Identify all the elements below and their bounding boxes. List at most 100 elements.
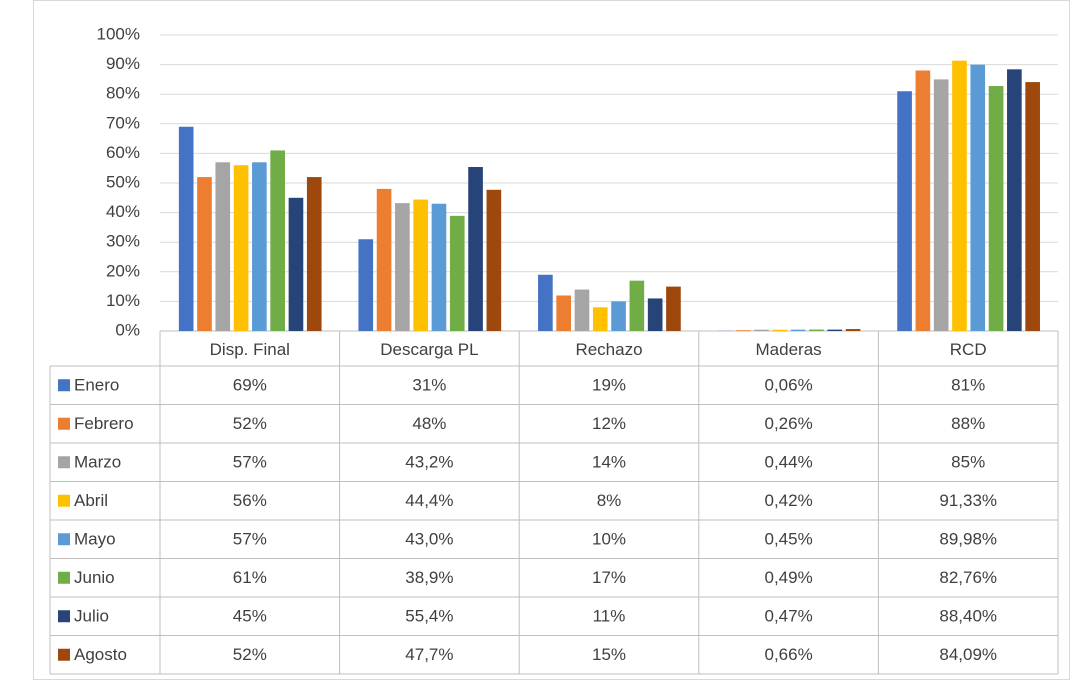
y-tick-label: 20% (106, 261, 140, 280)
legend-label: Mayo (74, 530, 116, 549)
bar (629, 280, 645, 331)
bar (376, 188, 392, 331)
table-cell: 15% (592, 645, 626, 664)
table-cell: 0,66% (764, 645, 812, 664)
table-cell: 14% (592, 453, 626, 472)
table-cell: 81% (951, 376, 985, 395)
bar (827, 329, 843, 331)
y-tick-label: 50% (106, 172, 140, 191)
table-cell: 57% (233, 530, 267, 549)
y-tick-label: 100% (97, 24, 140, 43)
table-cell: 52% (233, 414, 267, 433)
legend-swatch (58, 648, 70, 661)
table-cell: 0,45% (764, 530, 812, 549)
bar (449, 215, 465, 331)
table-cell: 84,09% (939, 645, 997, 664)
table-cell: 89,98% (939, 530, 997, 549)
bar (952, 60, 967, 331)
legend-label: Julio (74, 607, 109, 626)
bar (468, 167, 483, 331)
table-cell: 85% (951, 453, 985, 472)
bar (592, 307, 608, 331)
table-cell: 55,4% (405, 607, 453, 626)
legend-swatch (58, 494, 70, 507)
legend-swatch (58, 610, 70, 623)
bar (790, 329, 806, 331)
x-tick-label: RCD (950, 340, 987, 359)
table-cell: 61% (233, 568, 267, 587)
bar (288, 197, 304, 331)
bar (988, 86, 1004, 332)
y-tick-label: 60% (106, 143, 140, 162)
bar (413, 199, 428, 331)
table-cell: 0,49% (764, 568, 812, 587)
bar (270, 150, 285, 331)
table-cell: 0,47% (764, 607, 812, 626)
table-cell: 43,0% (405, 530, 453, 549)
bar (197, 177, 212, 331)
bar (431, 203, 447, 331)
bar (556, 295, 571, 331)
table-cell: 88,40% (939, 607, 997, 626)
y-tick-label: 30% (106, 232, 140, 251)
table-cell: 57% (233, 453, 267, 472)
bar (486, 189, 502, 331)
legend-label: Junio (74, 568, 115, 587)
bar (358, 239, 374, 331)
legend-label: Febrero (74, 414, 134, 433)
table-cell: 43,2% (405, 453, 453, 472)
bar (611, 301, 626, 331)
table-cell: 69% (233, 376, 267, 395)
legend-swatch (58, 533, 70, 546)
bar (666, 286, 681, 331)
table-cell: 88% (951, 414, 985, 433)
legend-swatch (58, 456, 70, 469)
x-tick-label: Rechazo (575, 340, 642, 359)
table-cell: 10% (592, 530, 626, 549)
bar (306, 177, 322, 331)
y-tick-label: 0% (115, 320, 140, 339)
legend-swatch (58, 379, 70, 392)
chart-border (33, 0, 1070, 680)
legend-label: Marzo (74, 453, 121, 472)
bar (933, 79, 949, 332)
y-tick-label: 70% (106, 113, 140, 132)
bar (1007, 69, 1022, 331)
x-tick-label: Maderas (756, 340, 822, 359)
bar (252, 162, 267, 331)
bar (574, 289, 590, 331)
legend-swatch (58, 571, 70, 584)
table-cell: 17% (592, 568, 626, 587)
table-cell: 0,44% (764, 453, 812, 472)
bar (915, 70, 931, 332)
bar (897, 91, 912, 332)
bar (215, 162, 231, 331)
table-cell: 52% (233, 645, 267, 664)
table-cell: 0,06% (764, 376, 812, 395)
table-cell: 8% (597, 491, 622, 510)
table-cell: 56% (233, 491, 267, 510)
table-cell: 12% (592, 414, 626, 433)
legend-label: Agosto (74, 645, 127, 664)
bar (395, 203, 410, 331)
bar (647, 298, 663, 331)
table-cell: 91,33% (939, 491, 997, 510)
bar (845, 329, 861, 331)
bar (233, 165, 249, 331)
y-tick-label: 10% (106, 291, 140, 310)
bar (809, 329, 824, 331)
bar (178, 126, 194, 331)
bar (772, 329, 788, 331)
table-cell: 38,9% (405, 568, 453, 587)
legend-swatch (58, 417, 70, 430)
table-cell: 0,26% (764, 414, 812, 433)
bar (1025, 82, 1040, 331)
bar (735, 330, 751, 331)
legend-label: Enero (74, 376, 119, 395)
bar (970, 64, 986, 331)
bar (754, 329, 769, 331)
table-cell: 0,42% (764, 491, 812, 510)
table-cell: 11% (593, 607, 626, 626)
table-cell: 47,7% (405, 645, 453, 664)
table-cell: 31% (412, 376, 446, 395)
